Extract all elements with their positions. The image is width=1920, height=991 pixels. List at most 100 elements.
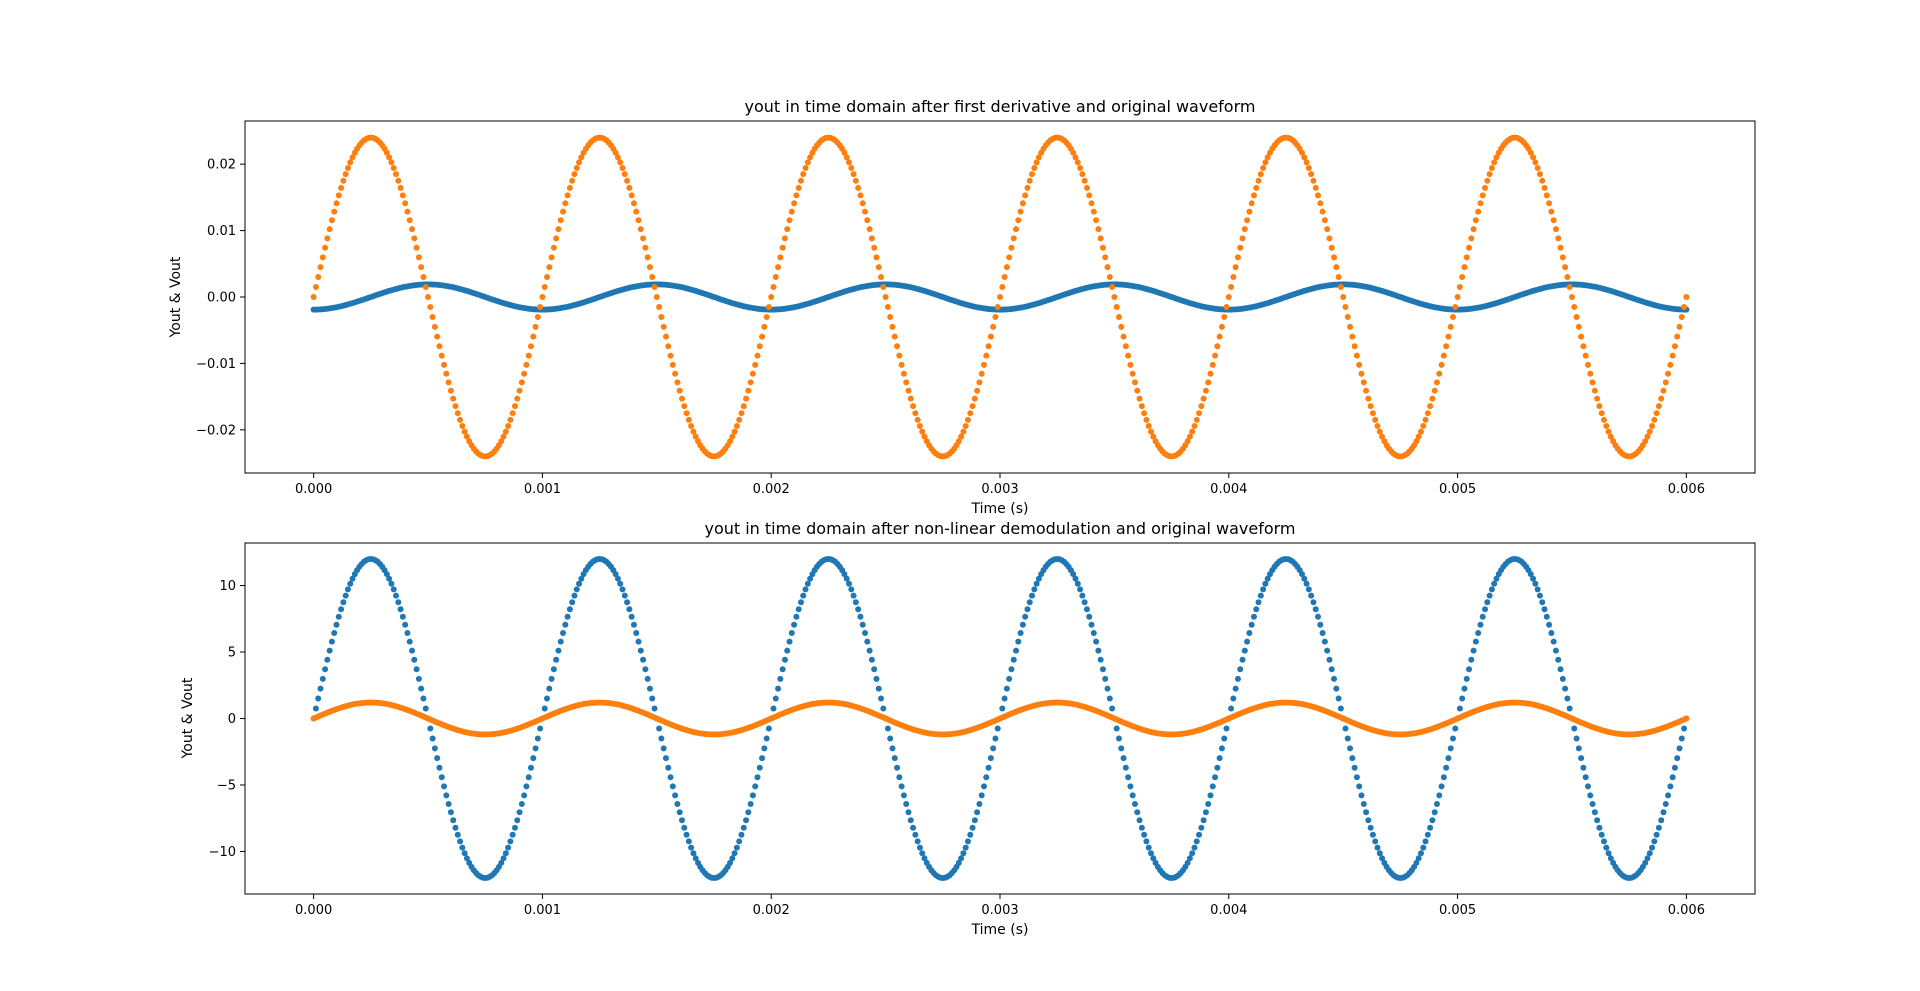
data-point [843,575,850,582]
data-point [974,809,981,816]
data-point [969,824,976,831]
x-tick-label: 0.000 [295,903,332,918]
data-point [1587,370,1594,377]
data-point [1232,685,1239,692]
data-point [1607,855,1614,862]
data-point [857,613,864,620]
data-point [676,809,683,816]
data-point [1326,656,1333,663]
data-point [1548,208,1555,215]
data-point [1479,613,1486,620]
data-point [315,695,322,702]
data-point [1536,171,1543,178]
data-point [1312,184,1319,191]
data-point [1653,831,1660,838]
data-point [1466,244,1473,251]
data-point [1566,283,1573,290]
data-point [800,592,807,599]
data-point [406,217,413,224]
data-point [1193,416,1200,423]
data-point [1347,323,1354,330]
data-point [452,824,459,831]
data-point [1308,592,1315,599]
data-point [1131,800,1138,807]
data-point [1653,410,1660,417]
y-tick-label: 0.00 [207,291,236,306]
data-point [791,200,798,207]
data-point [1255,599,1262,606]
data-point [1369,831,1376,838]
data-point [317,264,324,271]
data-point [1367,403,1374,410]
data-point [1200,817,1207,824]
data-point [550,244,557,251]
data-point [633,630,640,637]
data-point [1681,304,1688,311]
data-point [1241,226,1248,233]
data-point [672,370,679,377]
data-point [640,656,647,663]
data-point [1072,154,1079,161]
data-point [1136,817,1143,824]
data-point [1642,438,1649,445]
data-point [683,831,690,838]
data-point [1527,149,1534,156]
data-point [393,592,399,599]
data-point [770,283,777,290]
data-point [736,838,743,845]
data-point [1248,200,1255,207]
x-tick-label: 0.006 [1668,482,1705,497]
data-point [784,647,791,654]
data-point [880,705,887,712]
data-point [637,226,644,233]
data-point [1337,283,1344,290]
data-point [962,844,969,851]
data-point [1070,149,1077,156]
data-point [1250,192,1257,199]
data-point [1676,745,1683,752]
data-point [328,217,335,224]
data-point [630,200,637,207]
data-point [635,638,642,645]
x-tick-label: 0.006 [1668,903,1705,918]
data-point [978,792,985,799]
data-point [534,735,541,742]
data-point [1591,809,1598,816]
data-point [1349,333,1356,340]
data-point [905,809,912,816]
data-point [1358,370,1365,377]
data-point [1248,621,1255,628]
data-point [743,817,750,824]
data-point [852,177,859,184]
data-point [754,774,761,781]
data-point [646,685,653,692]
data-point [1475,208,1482,215]
data-point [1475,630,1482,637]
data-point [413,666,420,673]
data-point [656,304,663,311]
data-point [1244,217,1251,224]
data-point [1669,774,1676,781]
data-point [1331,254,1338,261]
data-point [502,850,509,857]
data-point [667,352,674,359]
data-point [733,844,740,851]
data-point [1486,592,1493,599]
data-point [752,783,759,790]
data-point [1113,304,1120,311]
data-point [859,621,866,628]
x-tick-label: 0.002 [753,903,790,918]
x-tick-label: 0.001 [524,482,561,497]
data-point [326,226,333,233]
data-point [1450,313,1456,320]
data-point [1328,244,1335,251]
data-point [962,422,969,429]
data-point [555,647,562,654]
chart-title: yout in time domain after first derivati… [745,97,1256,116]
data-point [1591,387,1598,394]
data-point [445,800,452,807]
data-point [1665,792,1672,799]
data-point [546,264,553,271]
data-point [660,323,667,330]
data-point [971,395,978,402]
